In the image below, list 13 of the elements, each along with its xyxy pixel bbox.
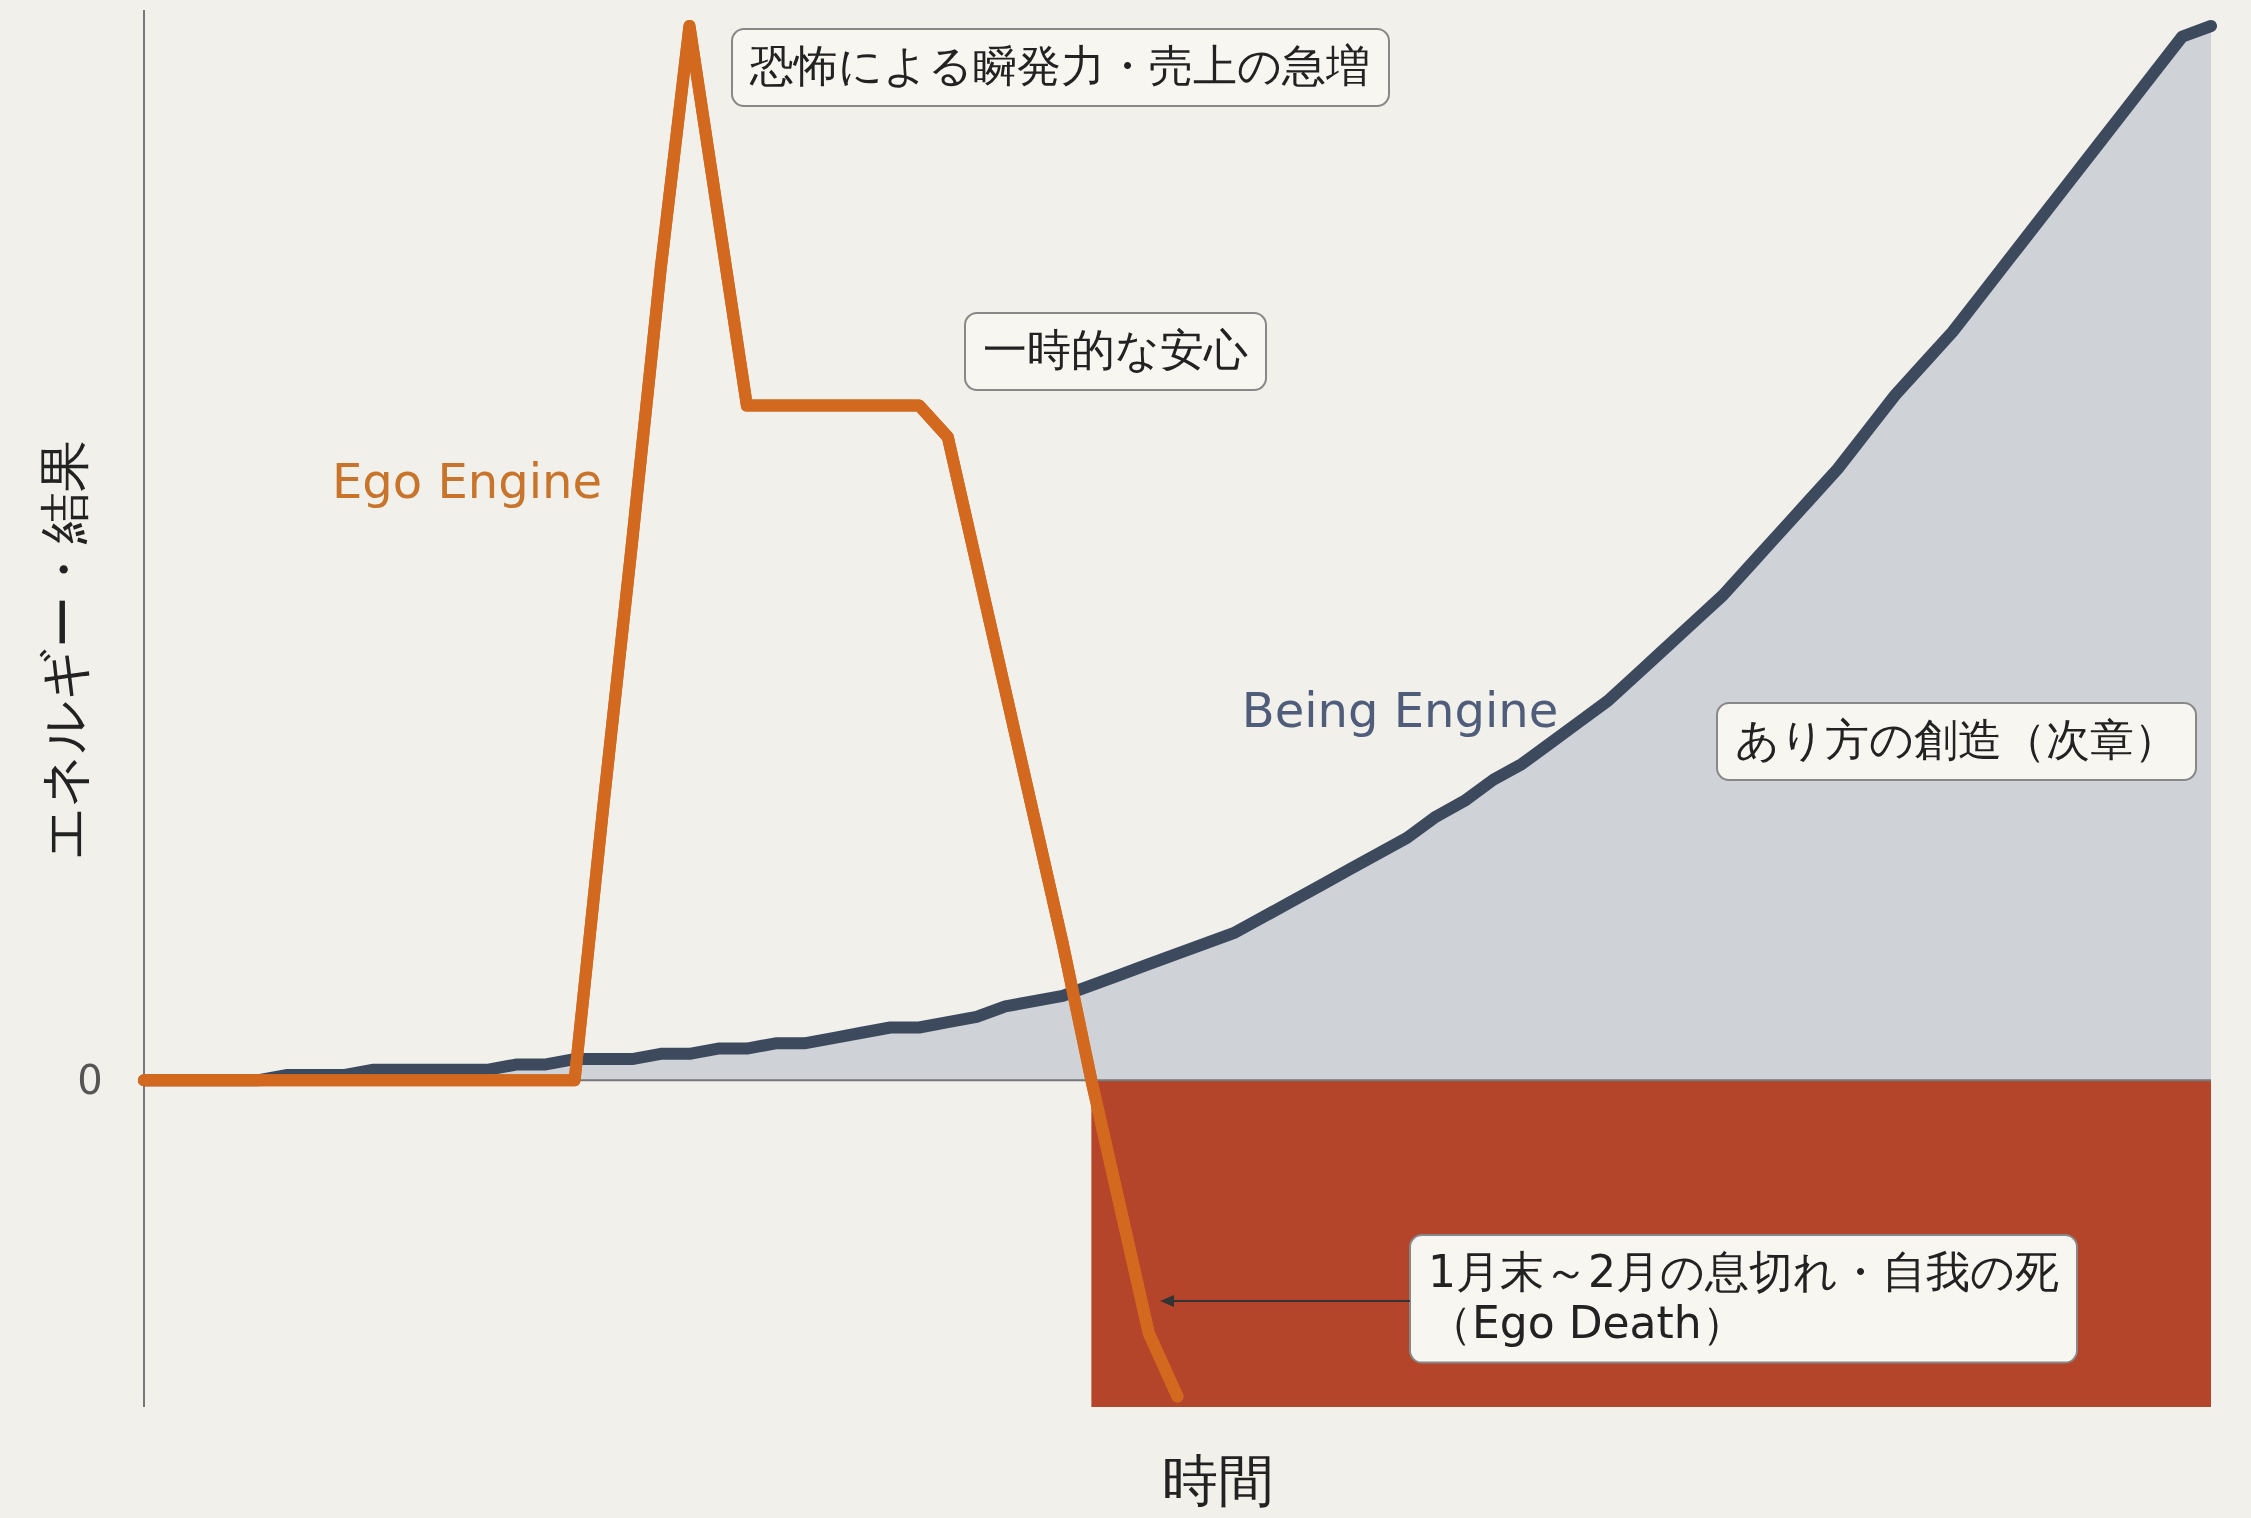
annotation: 1月末～2月の息切れ・自我の死（Ego Death） <box>1428 1246 2059 1348</box>
annotation: 恐怖による瞬発力・売上の急増 <box>731 28 1390 107</box>
x-axis-title: 時間 <box>1161 1448 1274 1513</box>
y-axis-title: エネルギー・結果 <box>34 440 94 860</box>
annotation: 一時的な安心 <box>983 324 1248 375</box>
series-label: Being Engine <box>1241 682 1559 738</box>
annotation: 一時的な安心 <box>964 312 1267 391</box>
ref-line-label: 0 <box>77 1057 103 1104</box>
annotation: 恐怖による瞬発力・売上の急増 <box>749 40 1370 91</box>
series-label: Ego Engine <box>332 453 602 509</box>
annotation: あり方の創造（次章） <box>1735 714 2178 765</box>
annotation: あり方の創造（次章） <box>1716 702 2197 781</box>
annotation: 1月末～2月の息切れ・自我の死（Ego Death） <box>1160 1234 2078 1364</box>
